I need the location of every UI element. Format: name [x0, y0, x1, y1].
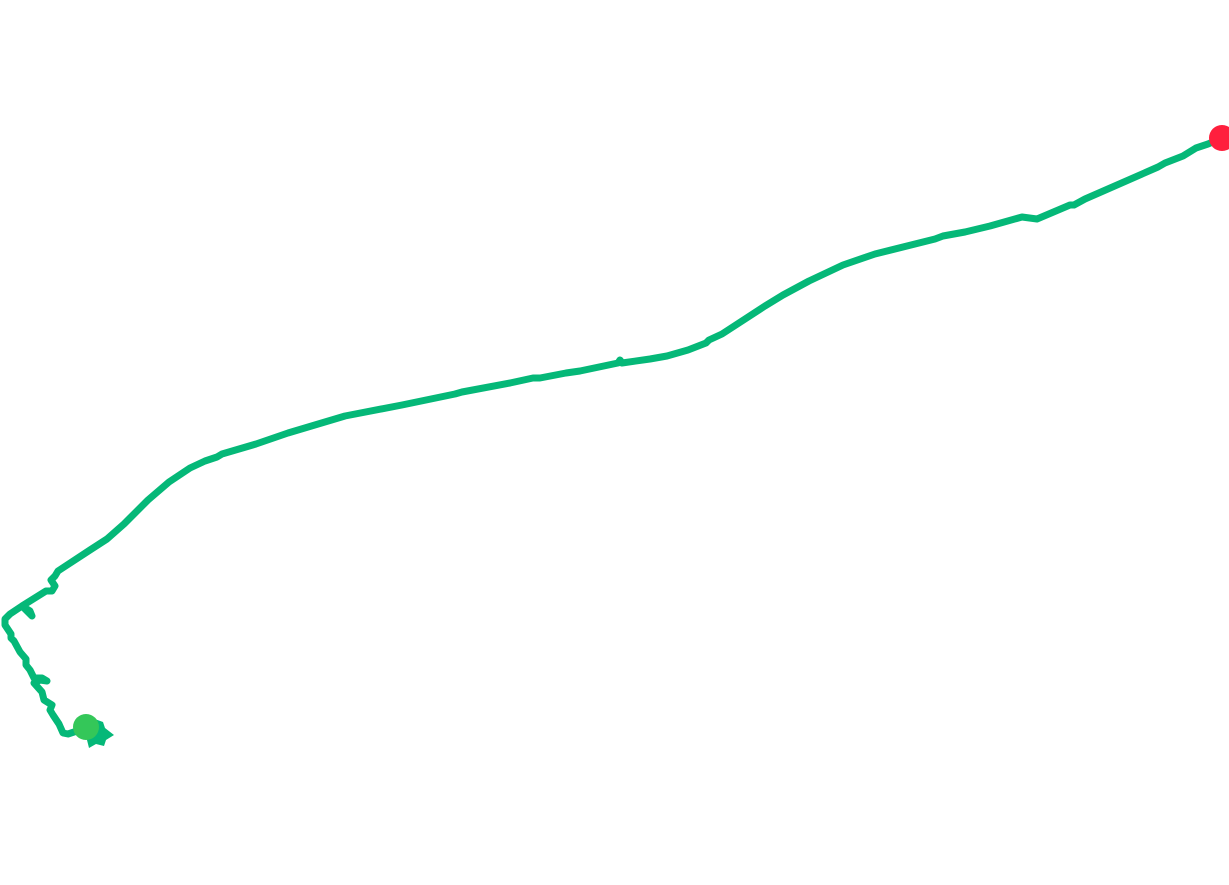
route-track — [1, 134, 1224, 738]
start-marker[interactable] — [73, 714, 99, 740]
end-marker[interactable] — [1209, 125, 1229, 151]
